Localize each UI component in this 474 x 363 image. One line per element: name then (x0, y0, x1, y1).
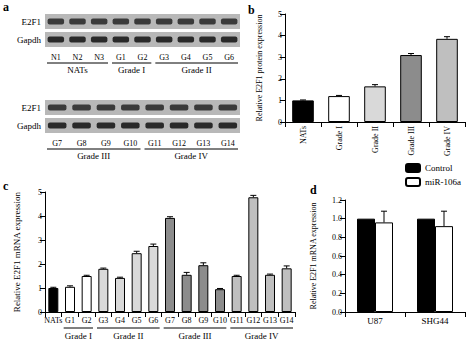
svg-text:G9: G9 (198, 316, 208, 325)
svg-text:E2F1: E2F1 (21, 17, 41, 27)
svg-text:4: 4 (278, 31, 282, 40)
svg-text:Gapdh: Gapdh (17, 35, 41, 45)
svg-text:3: 3 (278, 53, 282, 62)
svg-text:0: 0 (278, 118, 282, 127)
svg-text:N3: N3 (94, 53, 104, 62)
svg-text:G2: G2 (82, 316, 92, 325)
svg-text:Relative E2F1 mRNA expression: Relative E2F1 mRNA expression (309, 203, 318, 310)
svg-text:Grade I: Grade I (65, 331, 92, 341)
svg-text:Grade III: Grade III (77, 151, 110, 161)
svg-text:G2: G2 (138, 53, 148, 62)
svg-text:Grade II: Grade II (371, 126, 380, 153)
svg-text:G6: G6 (224, 53, 234, 62)
svg-text:G14: G14 (280, 316, 294, 325)
svg-text:1: 1 (38, 284, 42, 293)
svg-text:Grade IV: Grade IV (174, 151, 208, 161)
svg-text:Grade IV: Grade IV (443, 126, 452, 156)
svg-text:G5: G5 (203, 53, 213, 62)
svg-text:G8: G8 (77, 139, 87, 148)
svg-text:G14: G14 (221, 139, 235, 148)
svg-text:G1: G1 (116, 53, 126, 62)
svg-text:G10: G10 (123, 139, 137, 148)
svg-text:G10: G10 (213, 316, 227, 325)
svg-text:Control: Control (425, 163, 453, 173)
svg-text:c: c (3, 179, 9, 193)
svg-text:N2: N2 (73, 53, 83, 62)
svg-text:Grade III: Grade III (407, 126, 416, 156)
svg-text:G13: G13 (263, 316, 277, 325)
svg-text:1.2: 1.2 (332, 196, 342, 205)
svg-text:G1: G1 (65, 316, 75, 325)
svg-text:2: 2 (38, 260, 42, 269)
svg-text:G4: G4 (115, 316, 125, 325)
svg-text:NATs: NATs (67, 65, 88, 75)
svg-text:0: 0 (38, 308, 42, 317)
svg-text:G12: G12 (172, 139, 186, 148)
svg-text:G8: G8 (182, 316, 192, 325)
svg-text:NATs: NATs (44, 316, 62, 325)
svg-text:Grade I: Grade I (118, 65, 145, 75)
svg-text:5: 5 (278, 10, 282, 19)
svg-text:G11: G11 (230, 316, 243, 325)
svg-text:G3: G3 (98, 316, 108, 325)
svg-text:3: 3 (38, 236, 42, 245)
svg-text:G12: G12 (246, 316, 260, 325)
svg-text:U87: U87 (367, 316, 383, 326)
svg-text:Relative E2F1 protein expressi: Relative E2F1 protein expression (255, 15, 264, 122)
svg-text:N1: N1 (51, 53, 61, 62)
svg-text:G4: G4 (181, 53, 191, 62)
svg-text:4: 4 (38, 212, 42, 221)
svg-text:SHG44: SHG44 (421, 316, 449, 326)
svg-text:Grade II: Grade II (182, 65, 212, 75)
svg-text:d: d (310, 183, 317, 197)
svg-text:miR-106a: miR-106a (425, 177, 461, 187)
svg-text:G6: G6 (148, 316, 158, 325)
svg-text:Relative E2F1 mRNA expression: Relative E2F1 mRNA expression (12, 191, 22, 312)
svg-text:0.0: 0.0 (332, 308, 342, 317)
svg-text:0.4: 0.4 (332, 270, 342, 279)
svg-text:G7: G7 (52, 139, 62, 148)
svg-text:G13: G13 (197, 139, 211, 148)
svg-text:5: 5 (38, 188, 42, 197)
svg-text:G11: G11 (148, 139, 161, 148)
svg-text:0.2: 0.2 (332, 289, 342, 298)
svg-text:E2F1: E2F1 (21, 103, 41, 113)
svg-text:G5: G5 (132, 316, 142, 325)
svg-text:G7: G7 (165, 316, 175, 325)
svg-text:a: a (3, 0, 9, 14)
svg-text:Grade I: Grade I (335, 126, 344, 151)
svg-text:G9: G9 (101, 139, 111, 148)
svg-text:G3: G3 (159, 53, 169, 62)
svg-text:1.0: 1.0 (332, 214, 342, 223)
svg-text:1: 1 (278, 96, 282, 105)
svg-text:Gapdh: Gapdh (17, 121, 41, 131)
svg-text:0.6: 0.6 (332, 252, 342, 261)
svg-text:Grade IV: Grade IV (245, 331, 279, 341)
svg-text:0.8: 0.8 (332, 233, 342, 242)
svg-text:Grade III: Grade III (178, 331, 211, 341)
svg-text:NATs: NATs (299, 126, 308, 144)
svg-text:2: 2 (278, 74, 282, 83)
svg-text:Grade II: Grade II (113, 331, 143, 341)
svg-text:b: b (248, 3, 255, 17)
